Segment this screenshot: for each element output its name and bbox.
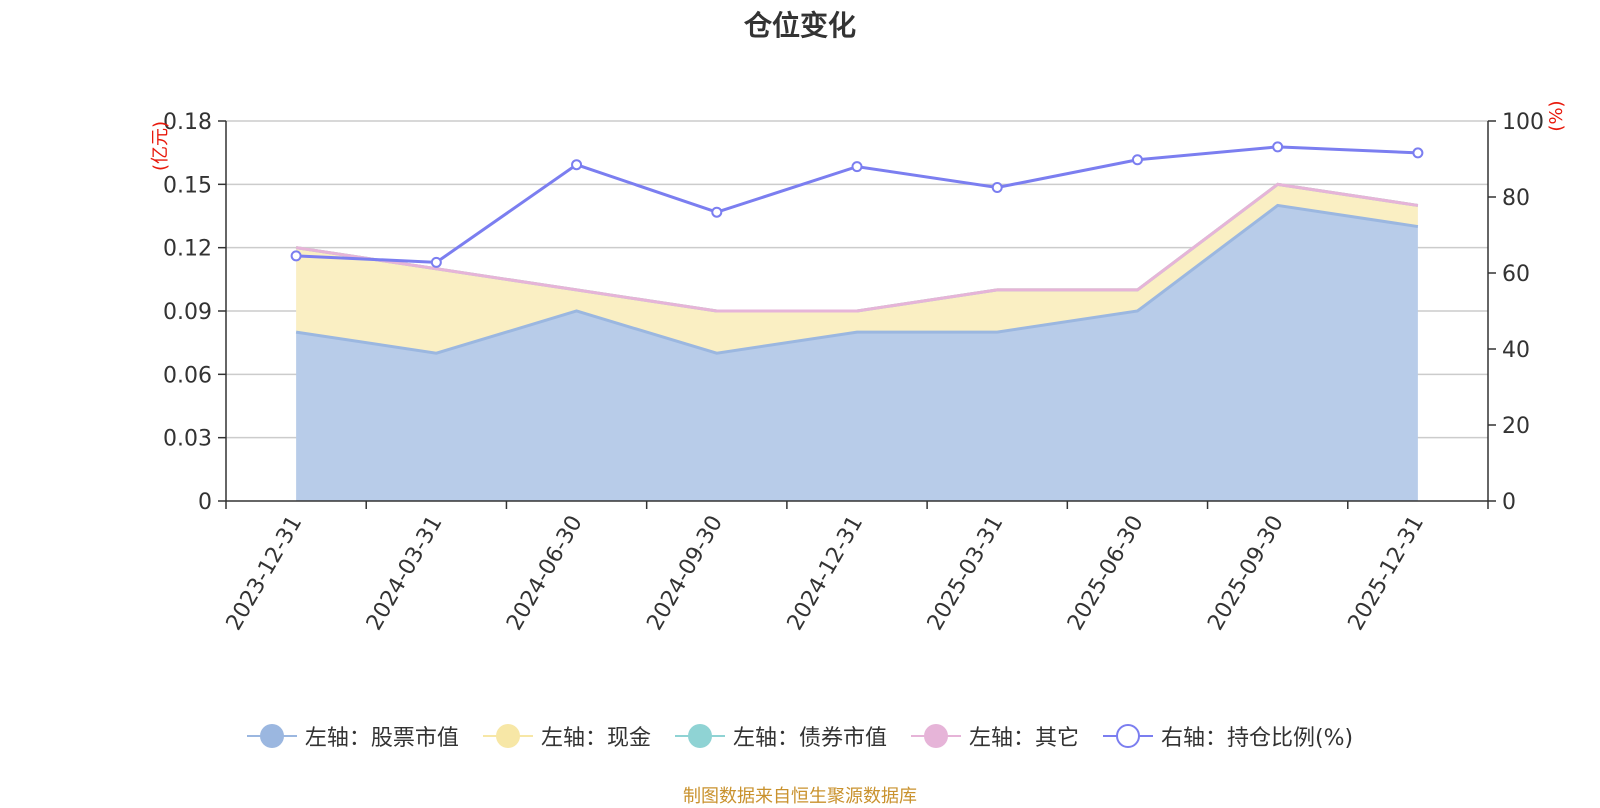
- legend-label: 左轴：债券市值: [732, 726, 887, 751]
- holding-ratio-point: [851, 161, 863, 173]
- right-tick-label: 40: [1502, 338, 1530, 363]
- legend-item[interactable]: 右轴：持仓比例(%): [1102, 720, 1354, 752]
- left-tick-label: 0.09: [163, 300, 212, 325]
- holding-ratio-point: [1412, 147, 1424, 159]
- left-axis-unit: (亿元): [150, 121, 171, 171]
- area-line-左轴：其它: [295, 182, 1419, 313]
- left-tick-label: 0.03: [163, 427, 212, 452]
- holding-ratio-point: [571, 159, 583, 171]
- x-tick-label: 2024-06-30: [502, 512, 588, 635]
- x-tick-label: 2025-12-31: [1344, 512, 1430, 635]
- holding-ratio-point: [290, 250, 302, 262]
- holding-ratio-point: [711, 206, 723, 218]
- left-tick-label: 0: [198, 490, 212, 515]
- legend-swatch: [482, 723, 533, 749]
- source-note: 制图数据来自恒生聚源数据库: [683, 786, 917, 807]
- right-tick-label: 60: [1502, 262, 1530, 287]
- x-tick-label: 2025-03-31: [923, 511, 1009, 634]
- right-axis-unit: (%): [1546, 100, 1567, 131]
- x-tick-label: 2024-12-31: [783, 512, 869, 635]
- x-tick-label: 2024-09-30: [642, 512, 728, 635]
- legend-item[interactable]: 左轴：股票市值: [246, 720, 459, 752]
- legend: 左轴：股票市值 左轴：现金 左轴：债券市值 左轴：其它 右轴：持仓比例(%): [0, 720, 1600, 752]
- legend-swatch: [674, 723, 725, 749]
- legend-label: 右轴：持仓比例(%): [1160, 726, 1354, 751]
- legend-item[interactable]: 左轴：债券市值: [674, 720, 887, 752]
- area-左轴：股票市值: [296, 205, 1418, 501]
- chart-title: 仓位变化: [743, 9, 856, 42]
- legend-item[interactable]: 左轴：现金: [482, 720, 651, 752]
- x-tick-label: 2024-03-31: [362, 512, 448, 635]
- left-tick-label: 0.18: [163, 110, 212, 135]
- holding-ratio-point: [1131, 154, 1143, 166]
- legend-label: 左轴：其它: [968, 726, 1079, 751]
- x-tick-label: 2025-09-30: [1203, 512, 1289, 635]
- left-tick-label: 0.15: [163, 173, 212, 198]
- legend-label: 左轴：股票市值: [304, 726, 459, 751]
- right-tick-label: 0: [1502, 490, 1516, 515]
- legend-label: 左轴：现金: [540, 726, 651, 751]
- x-tick-label: 2025-06-30: [1063, 512, 1149, 635]
- holding-ratio-point: [1272, 141, 1284, 153]
- x-tick-label: 2023-12-31: [222, 512, 308, 635]
- area-line-左轴：股票市值: [295, 203, 1419, 355]
- holding-ratio-point: [991, 182, 1003, 193]
- legend-swatch: [910, 723, 961, 749]
- right-tick-label: 20: [1502, 414, 1530, 439]
- legend-swatch: [1102, 723, 1153, 749]
- legend-swatch: [246, 723, 297, 749]
- right-tick-label: 80: [1502, 186, 1530, 211]
- right-tick-label: 100: [1502, 110, 1544, 135]
- holding-ratio-point: [430, 256, 442, 268]
- legend-item[interactable]: 左轴：其它: [910, 720, 1079, 752]
- left-tick-label: 0.06: [163, 363, 212, 388]
- left-tick-label: 0.12: [163, 237, 212, 262]
